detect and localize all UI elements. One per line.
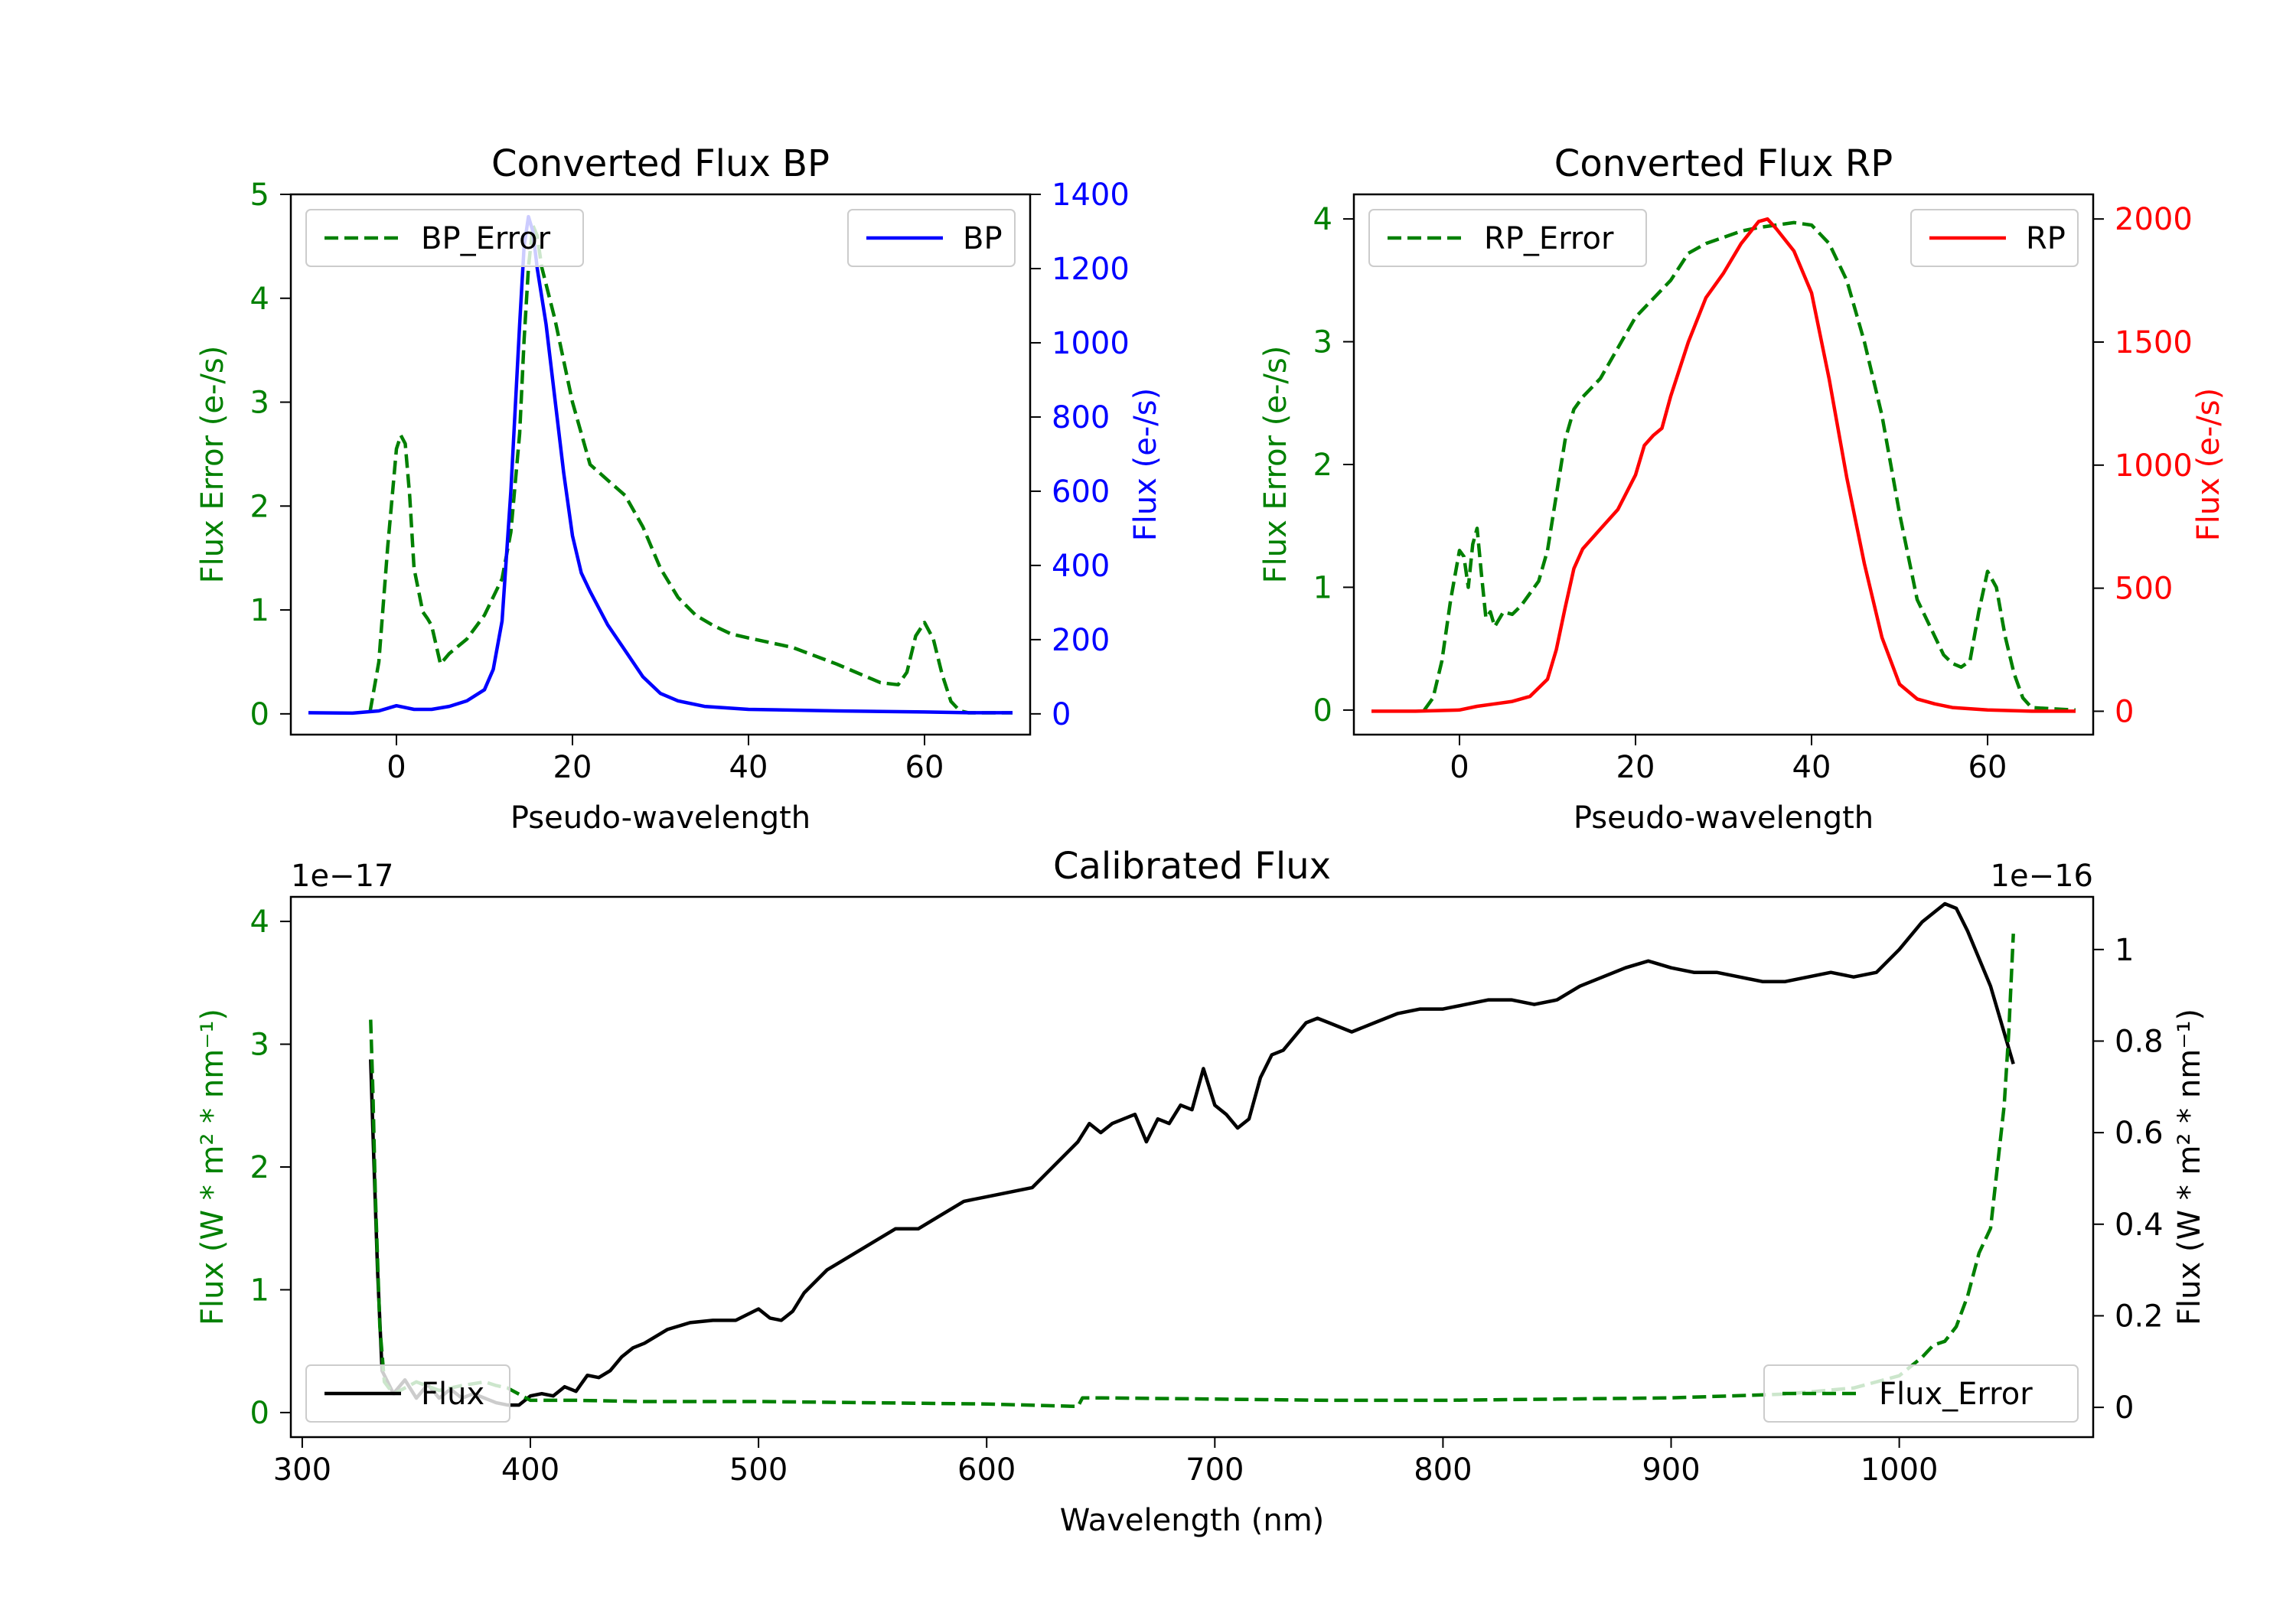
left-tick-label: 2 (1313, 448, 1332, 483)
legend-rp: RP (1910, 209, 2079, 267)
left-tick-label: 3 (250, 1028, 269, 1063)
right-tick-label: 200 (1052, 623, 1110, 658)
left-tick-label: 4 (250, 905, 269, 940)
right-axis-exponent: 1e−16 (1991, 859, 2093, 894)
x-tick-label: 40 (1792, 750, 1831, 785)
left-tick-label: 5 (250, 178, 269, 213)
right-tick-label: 400 (1052, 549, 1110, 584)
x-tick-label: 900 (1642, 1452, 1700, 1488)
right-tick-label: 800 (1052, 400, 1110, 435)
series-line-flux (369, 901, 2015, 1407)
left-tick-label: 4 (250, 282, 269, 317)
left-tick-label: 3 (1313, 325, 1332, 360)
right-tick-label: 500 (2115, 572, 2173, 607)
legend-label: RP_Error (1484, 221, 1614, 256)
left-tick-label: 3 (250, 386, 269, 421)
right-tick-label: 0 (1052, 697, 1071, 732)
chart-title: Converted Flux RP (1554, 142, 1893, 185)
right-tick-label: 1200 (1052, 252, 1130, 287)
right-tick-label: 0.2 (2115, 1299, 2164, 1334)
x-tick-label: 500 (729, 1452, 788, 1488)
right-tick-label: 0.6 (2115, 1116, 2164, 1151)
right-tick-label: 1000 (2115, 448, 2193, 484)
legend-flux-error: Flux_Error (1763, 1364, 2079, 1423)
right-tick-label: 0 (2115, 694, 2134, 729)
right-axis-label: Flux (e-/s) (1128, 388, 1163, 541)
legend-box (305, 1364, 510, 1423)
legend-label: Flux_Error (1879, 1377, 2033, 1412)
left-tick-label: 0 (250, 697, 269, 732)
legend-bp: BP (847, 209, 1016, 267)
right-tick-label: 2000 (2115, 202, 2193, 237)
left-axis-exponent: 1e−17 (291, 859, 393, 894)
left-tick-label: 2 (250, 1150, 269, 1185)
x-tick-label: 600 (957, 1452, 1016, 1488)
x-axis-label: Wavelength (nm) (1060, 1503, 1325, 1538)
x-tick-label: 1000 (1861, 1452, 1939, 1488)
x-tick-label: 300 (273, 1452, 331, 1488)
right-tick-label: 1000 (1052, 326, 1130, 361)
left-axis-label: Flux Error (e-/s) (1258, 346, 1293, 584)
legend-box (1763, 1364, 2079, 1423)
x-tick-label: 60 (1968, 750, 2007, 785)
legend-box (1368, 209, 1647, 267)
x-tick-label: 60 (905, 750, 944, 785)
x-tick-label: 40 (729, 750, 768, 785)
x-axis-label: Pseudo-wavelength (1574, 800, 1874, 836)
legend-box (305, 209, 584, 267)
left-tick-label: 1 (1313, 570, 1332, 605)
x-tick-label: 800 (1414, 1452, 1472, 1488)
x-tick-label: 0 (386, 750, 406, 785)
left-tick-label: 2 (250, 489, 269, 524)
legend-label: Flux (421, 1377, 484, 1412)
series-line-rp (1371, 217, 2076, 713)
left-tick-label: 1 (250, 1273, 269, 1308)
x-tick-label: 400 (501, 1452, 559, 1488)
left-tick-label: 0 (250, 1396, 269, 1431)
legend-label: RP (2026, 221, 2066, 256)
legend-flux: Flux (305, 1364, 510, 1423)
left-axis-label: Flux Error (e-/s) (195, 346, 230, 584)
right-axis-label: Flux (W * m² * nm⁻¹) (2172, 1009, 2207, 1325)
x-tick-label: 20 (553, 750, 592, 785)
legend-bp-error: BP_Error (305, 209, 584, 267)
x-tick-label: 700 (1186, 1452, 1244, 1488)
legend-label: BP_Error (421, 221, 551, 256)
series-line-bp-error (368, 223, 1013, 715)
right-tick-label: 0 (2115, 1390, 2134, 1426)
right-axis-label: Flux (e-/s) (2191, 388, 2226, 541)
right-tick-label: 1500 (2115, 325, 2193, 360)
chart-converted-flux-bp: 0 20 40 600123450200400600800100012001400Co… (195, 142, 1163, 836)
right-tick-label: 600 (1052, 474, 1110, 510)
legend-rp-error: RP_Error (1368, 209, 1647, 267)
left-axis-label: Flux (W * m² * nm⁻¹) (195, 1009, 230, 1325)
series-line-flux-error (369, 933, 2015, 1409)
chart-calibrated-flux: 300 400 500 600 700 800 900 1000 0 1 2 3 4 0 0.2 0.4 0.6… (195, 845, 2207, 1538)
left-tick-label: 1 (250, 593, 269, 628)
left-tick-label: 0 (1313, 693, 1332, 729)
right-tick-label: 1400 (1052, 178, 1130, 213)
x-tick-label: 20 (1616, 750, 1655, 785)
plot-frame (289, 193, 1032, 736)
right-tick-label: 0.4 (2115, 1208, 2164, 1243)
series-line-rp-error (1423, 220, 2076, 712)
right-tick-label: 1 (2115, 933, 2134, 968)
chart-title: Converted Flux BP (491, 142, 830, 185)
chart-title: Calibrated Flux (1053, 845, 1331, 888)
left-tick-label: 4 (1313, 202, 1332, 237)
x-tick-label: 0 (1450, 750, 1469, 785)
x-axis-label: Pseudo-wavelength (510, 800, 810, 836)
series-line-bp (308, 214, 1013, 715)
legend-label: BP (963, 221, 1003, 256)
right-tick-label: 0.8 (2115, 1024, 2164, 1059)
